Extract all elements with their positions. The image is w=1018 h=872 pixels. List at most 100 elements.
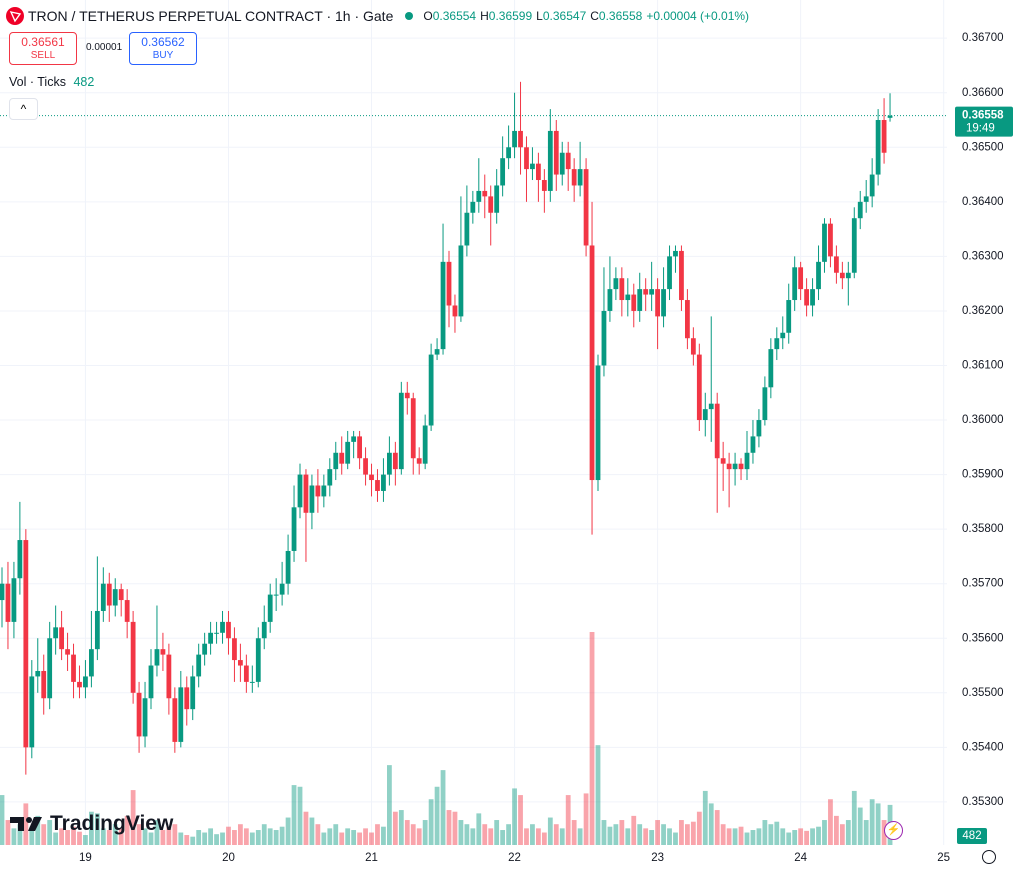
x-tick-label: 22 [508,852,521,864]
y-tick-label: 0.35500 [962,687,1004,699]
candle-body [255,638,261,682]
volume-bar [100,828,106,845]
brand-name: TradingView [50,812,174,835]
volume-bar [494,820,500,845]
y-tick-label: 0.35300 [962,796,1004,808]
volume-bar [571,820,577,845]
candle-body [881,120,887,153]
candle-body [226,621,231,639]
candle-body [17,540,23,579]
volume-bar [416,828,422,845]
volume-bar [363,828,368,845]
volume-value-box [957,828,987,844]
candle-body [89,649,94,677]
volume-indicator: Vol · Ticks 482 [9,75,94,89]
last-price-box [955,106,1013,137]
volume-bar [315,824,321,845]
volume-bar [321,832,327,845]
volume-bar [780,828,786,845]
settings-button[interactable] [982,850,996,864]
volume-bar [226,826,231,845]
volume-bar [738,826,744,845]
candle-body [834,256,839,273]
volume-bar [440,770,446,845]
candle-body [249,681,255,683]
volume-bar [339,832,345,845]
candle-body [786,300,792,333]
candle-body [702,409,708,421]
candle-body [780,332,786,339]
candle-body [41,670,47,699]
candle-body [178,687,184,742]
candle-body [202,643,208,655]
volume-bar [291,785,297,845]
candle-body [196,654,202,677]
y-tick-label: 0.36400 [962,196,1004,208]
sell-button[interactable]: 0.36561 SELL [9,32,77,65]
volume-bar [685,824,690,845]
volume-bar [375,824,380,845]
candle-body [547,130,553,191]
candle-body [357,436,362,459]
volume-bar [816,826,821,845]
y-tick-label: 0.36200 [962,305,1004,317]
volume-bar [410,824,416,845]
candle-body [500,158,506,186]
volume-bar [768,824,774,845]
volume-bar [875,803,881,845]
volume-bar [369,832,374,845]
candle-body [816,261,821,290]
candle-body [285,550,291,584]
volume-bar [541,832,547,845]
candle-body [112,589,118,606]
candle-body [363,458,368,475]
candle-body [625,294,631,301]
candle-body [536,163,541,181]
candle-body [11,578,17,622]
collapse-button[interactable]: ^ [9,98,38,120]
volume-bar [863,820,869,845]
candle-body [440,261,446,350]
volume-value: 482 [73,75,95,89]
header: TRON / TETHERUS PERPETUAL CONTRACT · 1h … [6,7,749,25]
y-tick-label: 0.36100 [962,360,1004,372]
volume-bar [434,786,440,845]
volume-bar [41,824,47,845]
volume-bar [94,813,100,845]
y-tick-label: 0.36700 [962,32,1004,44]
volume-bar [148,832,154,845]
volume-bar [178,832,184,845]
x-tick-label: 25 [937,852,950,864]
buy-button[interactable]: 0.36562 BUY [129,32,197,65]
volume-bar [643,828,649,845]
volume-bar [804,830,809,845]
volume-bar [136,824,142,845]
volume-bar [267,828,273,845]
y-tick-label: 0.35600 [962,632,1004,644]
volume-bar [696,811,702,845]
volume-bar [476,813,482,845]
volume-bar [428,799,434,845]
candle-body [124,600,130,622]
candle-body [261,621,267,639]
candle-body [166,654,172,699]
candle-body [238,660,243,666]
legend-h: H0.36599 [480,9,533,23]
candle-body [232,638,237,661]
candle-body [77,681,82,688]
brand-icon [10,817,42,831]
candle-body [458,245,464,317]
volume-bar [112,824,118,845]
candle-body [398,392,404,470]
candle-body [208,632,213,644]
lightning-button[interactable]: ⚡ [884,821,903,840]
candle-body [148,665,154,699]
candle-body [184,687,190,710]
volume-bar [77,831,82,845]
volume-bar [345,828,351,845]
volume-bar [238,824,243,845]
volume-bar [786,832,792,845]
volume-bar [404,820,410,845]
volume-bar [553,824,559,845]
x-tick-label: 21 [365,852,378,864]
